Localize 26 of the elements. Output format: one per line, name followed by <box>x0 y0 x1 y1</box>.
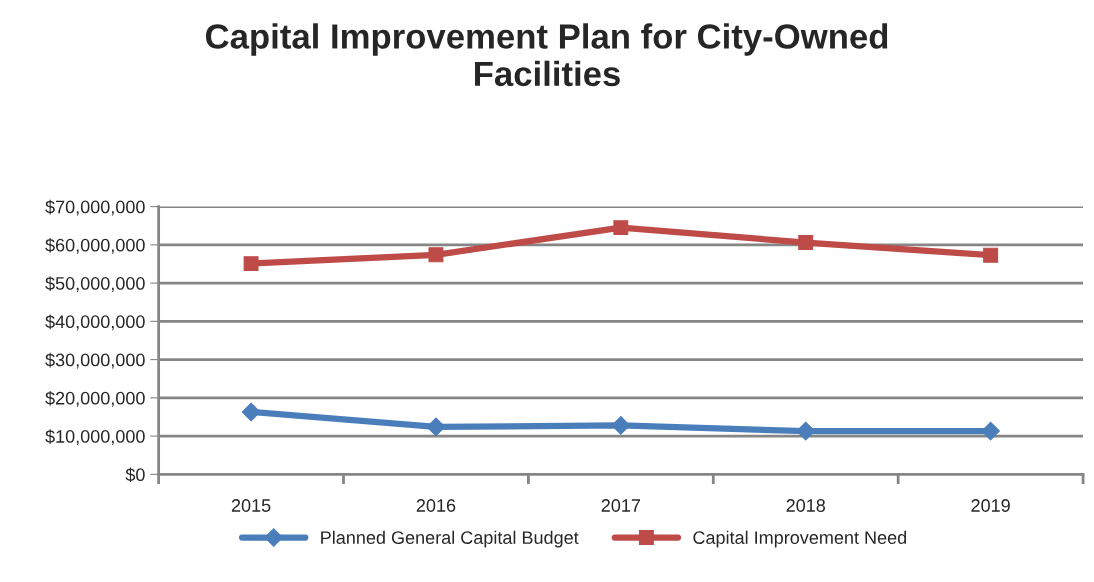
y-tick-label: $40,000,000 <box>45 314 145 331</box>
x-tick-label: 2016 <box>416 499 456 512</box>
y-tick-label: $20,000,000 <box>45 391 145 407</box>
y-tick-label: $60,000,000 <box>45 238 145 254</box>
point <box>241 402 261 422</box>
point <box>981 421 1000 441</box>
point <box>796 421 816 441</box>
x-tick-label: 2015 <box>231 499 271 512</box>
point <box>428 247 444 263</box>
point <box>611 416 631 435</box>
y-tick-label: $0 <box>125 467 145 483</box>
x-tick-label: 2019 <box>971 499 1010 512</box>
x-tick-label: 2017 <box>601 499 641 512</box>
chart-title: Capital Improvement Plan for City-Owned Facilities <box>206 23 888 87</box>
legend-label: Planned General Capital Budget <box>321 530 579 548</box>
point <box>613 220 629 236</box>
point <box>798 235 814 251</box>
y-tick-label: $10,000,000 <box>45 429 145 445</box>
point <box>426 417 446 437</box>
x-tick-label: 2018 <box>786 499 826 512</box>
legend-label: Capital Improvement Need <box>693 530 907 548</box>
y-tick-label: $50,000,000 <box>45 276 145 292</box>
y-tick-label: $30,000,000 <box>45 352 145 369</box>
point <box>983 247 999 263</box>
point <box>243 256 259 272</box>
y-tick-label: $70,000,000 <box>45 199 145 216</box>
